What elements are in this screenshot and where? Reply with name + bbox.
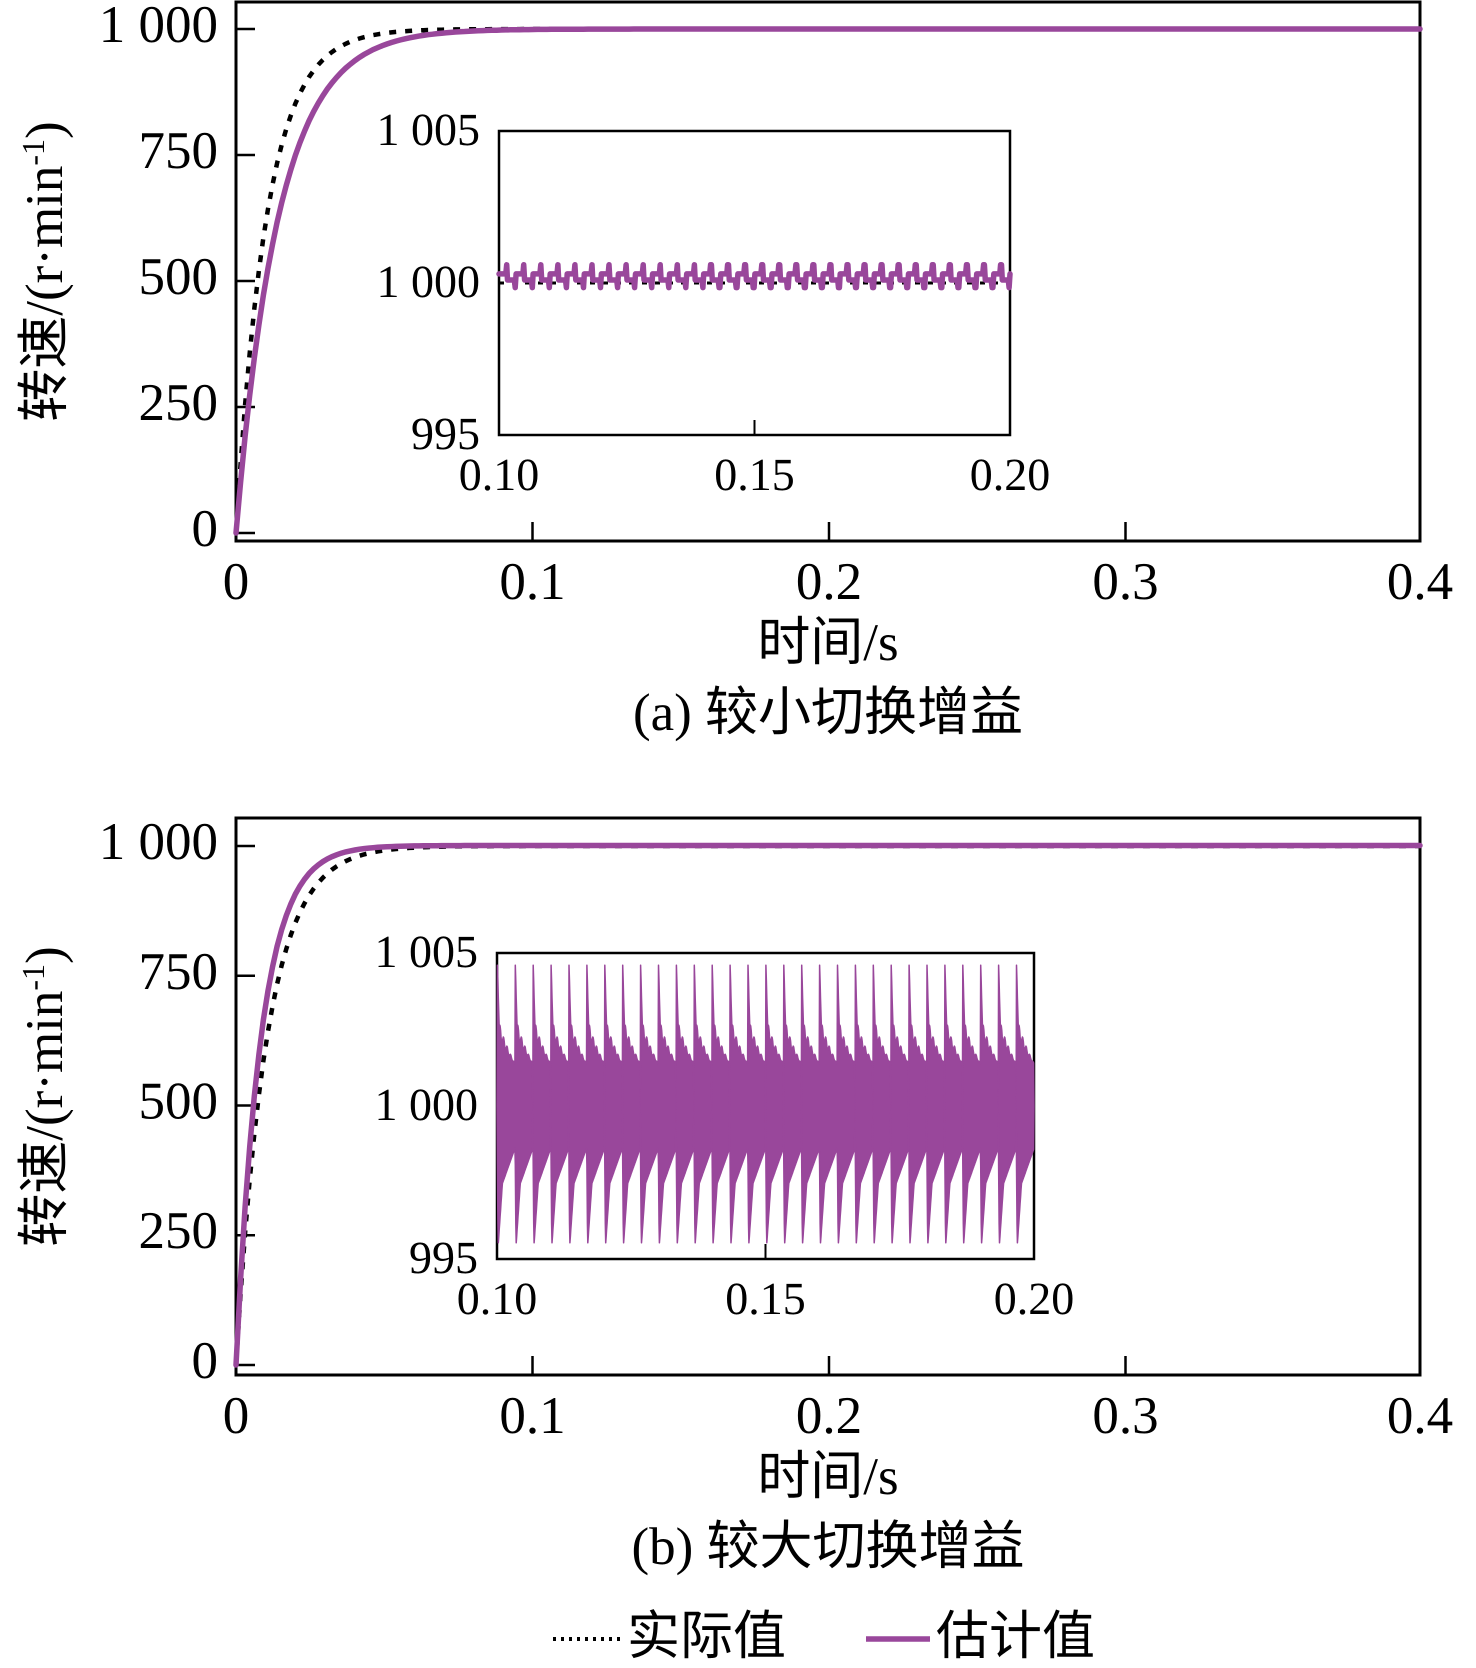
svg-text:1 000: 1 000 xyxy=(375,1079,479,1130)
svg-text:0.1: 0.1 xyxy=(499,1387,565,1445)
svg-text:估计值: 估计值 xyxy=(936,1608,1095,1663)
svg-text:时间/s: 时间/s xyxy=(757,614,898,672)
svg-text:1 005: 1 005 xyxy=(377,104,481,155)
svg-text:1 000: 1 000 xyxy=(99,813,218,871)
svg-text:250: 250 xyxy=(139,374,219,432)
svg-text:转速/(r·min-1): 转速/(r·min-1) xyxy=(15,121,74,421)
svg-text:0.2: 0.2 xyxy=(796,553,862,611)
svg-text:转速/(r·min-1): 转速/(r·min-1) xyxy=(15,946,74,1246)
svg-text:0.3: 0.3 xyxy=(1092,553,1158,611)
svg-text:0.15: 0.15 xyxy=(725,1273,806,1324)
svg-text:0: 0 xyxy=(223,553,250,611)
svg-text:0.2: 0.2 xyxy=(796,1387,862,1445)
svg-text:0.20: 0.20 xyxy=(970,449,1051,500)
svg-text:1 000: 1 000 xyxy=(377,256,481,307)
svg-text:1 000: 1 000 xyxy=(99,0,218,54)
svg-text:0: 0 xyxy=(192,500,219,558)
svg-text:0.3: 0.3 xyxy=(1092,1387,1158,1445)
svg-text:500: 500 xyxy=(139,1073,219,1131)
svg-text:0.4: 0.4 xyxy=(1387,1387,1453,1445)
svg-text:995: 995 xyxy=(409,1232,478,1283)
svg-text:500: 500 xyxy=(139,248,219,306)
svg-text:995: 995 xyxy=(411,408,480,459)
svg-text:750: 750 xyxy=(139,943,219,1001)
svg-text:750: 750 xyxy=(139,122,219,180)
svg-text:0.1: 0.1 xyxy=(499,553,565,611)
svg-text:实际值: 实际值 xyxy=(627,1608,786,1663)
svg-text:0: 0 xyxy=(192,1332,219,1390)
svg-text:0: 0 xyxy=(223,1387,250,1445)
svg-text:时间/s: 时间/s xyxy=(757,1448,898,1506)
svg-text:0.4: 0.4 xyxy=(1387,553,1453,611)
svg-text:250: 250 xyxy=(139,1202,219,1260)
svg-text:(b) 较大切换增益: (b) 较大切换增益 xyxy=(631,1518,1024,1576)
svg-text:(a) 较小切换增益: (a) 较小切换增益 xyxy=(633,684,1023,742)
svg-text:0.15: 0.15 xyxy=(714,449,795,500)
svg-text:0.20: 0.20 xyxy=(994,1273,1075,1324)
svg-text:1 005: 1 005 xyxy=(375,926,479,977)
